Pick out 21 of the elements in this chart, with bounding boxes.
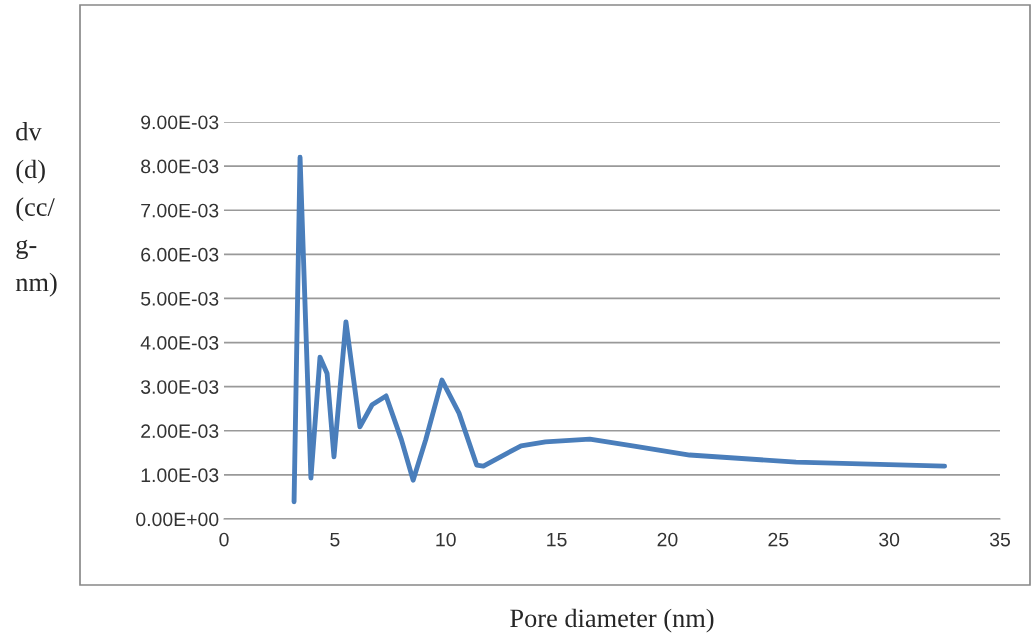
y-tick-label: 7.00E-03 xyxy=(141,203,219,218)
y-tick-label: 6.00E-03 xyxy=(141,247,219,262)
y-tick-label: 8.00E-03 xyxy=(141,159,219,174)
x-tick-label: 15 xyxy=(547,532,567,547)
x-tick-label: 35 xyxy=(989,532,1010,547)
x-tick-label: 5 xyxy=(330,532,340,547)
y-tick-label: 3.00E-03 xyxy=(140,380,219,394)
y-tick-label: 4.00E-03 xyxy=(140,336,219,350)
y-tick-label: 9.00E-03 xyxy=(141,115,219,130)
x-tick-label: 30 xyxy=(879,532,900,547)
y-tick-label: 5.00E-03 xyxy=(141,291,219,306)
line-series xyxy=(291,154,947,505)
x-tick-label: 0 xyxy=(219,532,229,547)
x-tick-label: 25 xyxy=(768,532,789,547)
x-axis-title: Pore diameter (nm) xyxy=(510,608,714,633)
y-tick-label: 2.00E-03 xyxy=(141,424,219,439)
y-tick-label: 1.00E-03 xyxy=(141,468,219,483)
x-tick-label: 20 xyxy=(657,532,678,547)
y-axis-title: dv (d) (cc/ g- nm) xyxy=(15,122,57,297)
y-tick-label: 0.00E+00 xyxy=(136,512,219,527)
x-tick-label: 10 xyxy=(436,532,456,547)
